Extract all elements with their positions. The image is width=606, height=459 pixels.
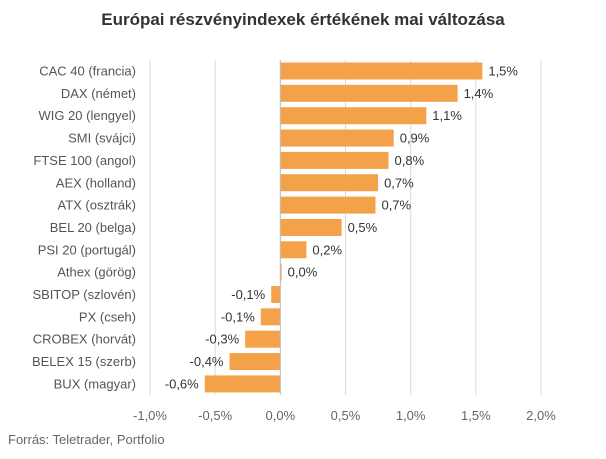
bar [280, 241, 307, 259]
bar [280, 263, 282, 281]
value-label: 0,5% [348, 220, 378, 235]
x-tick-label: -0,5% [198, 408, 232, 423]
bar [280, 62, 483, 80]
category-label: PX (cseh) [79, 309, 136, 324]
x-tick-labels: -1,0% -0,5% 0,0% 0,5% 1,0% 1,5% 2,0% [133, 408, 556, 423]
x-tick-label: 0,0% [266, 408, 296, 423]
value-label: 0,2% [312, 242, 342, 257]
category-label: CROBEX (horvát) [33, 332, 136, 347]
x-tick-label: 2,0% [526, 408, 556, 423]
bar [245, 330, 281, 348]
bar [280, 129, 394, 147]
bar [229, 353, 281, 371]
bar [280, 151, 389, 169]
bar [280, 196, 376, 214]
category-label: BELEX 15 (szerb) [32, 354, 136, 369]
value-label: -0,1% [231, 287, 265, 302]
category-label: SBITOP (szlovén) [32, 287, 136, 302]
value-label: -0,3% [205, 332, 239, 347]
value-label: 1,4% [464, 86, 494, 101]
category-label: CAC 40 (francia) [39, 64, 136, 79]
bar [271, 286, 281, 303]
category-label: Athex (görög) [57, 265, 136, 280]
value-label: 0,8% [395, 153, 425, 168]
value-label: 0,7% [381, 198, 411, 213]
bar [280, 84, 458, 102]
value-labels: 1,5%1,4%1,1%0,9%0,8%0,7%0,7%0,5%0,2%0,0%… [165, 64, 519, 392]
chart-title: Európai részvényindexek értékének mai vá… [101, 10, 505, 29]
category-label: BUX (magyar) [54, 376, 136, 391]
category-labels: CAC 40 (francia) DAX (német) WIG 20 (lengy… [32, 64, 136, 392]
bar [204, 375, 281, 393]
value-label: 0,9% [400, 131, 430, 146]
value-label: -0,1% [221, 309, 255, 324]
bar [280, 174, 379, 192]
x-tick-label: -1,0% [133, 408, 167, 423]
value-label: 1,5% [488, 64, 518, 79]
category-label: ATX (osztrák) [58, 198, 137, 213]
category-label: FTSE 100 (angol) [33, 153, 136, 168]
bar [280, 218, 342, 236]
x-tick-label: 1,0% [396, 408, 426, 423]
bars [204, 62, 483, 393]
value-label: -0,4% [190, 354, 224, 369]
category-label: DAX (német) [61, 86, 136, 101]
category-label: BEL 20 (belga) [50, 220, 136, 235]
category-label: WIG 20 (lengyel) [38, 108, 136, 123]
value-label: 1,1% [432, 108, 462, 123]
category-label: PSI 20 (portugál) [38, 242, 136, 257]
source-note: Forrás: Teletrader, Portfolio [8, 432, 165, 447]
category-label: AEX (holland) [56, 175, 136, 190]
value-label: 0,7% [384, 175, 414, 190]
value-label: 0,0% [288, 265, 318, 280]
bar [280, 107, 427, 125]
bar [260, 308, 281, 326]
category-label: SMI (svájci) [68, 131, 136, 146]
x-tick-label: 0,5% [331, 408, 361, 423]
x-tick-label: 1,5% [461, 408, 491, 423]
value-label: -0,6% [165, 376, 199, 391]
